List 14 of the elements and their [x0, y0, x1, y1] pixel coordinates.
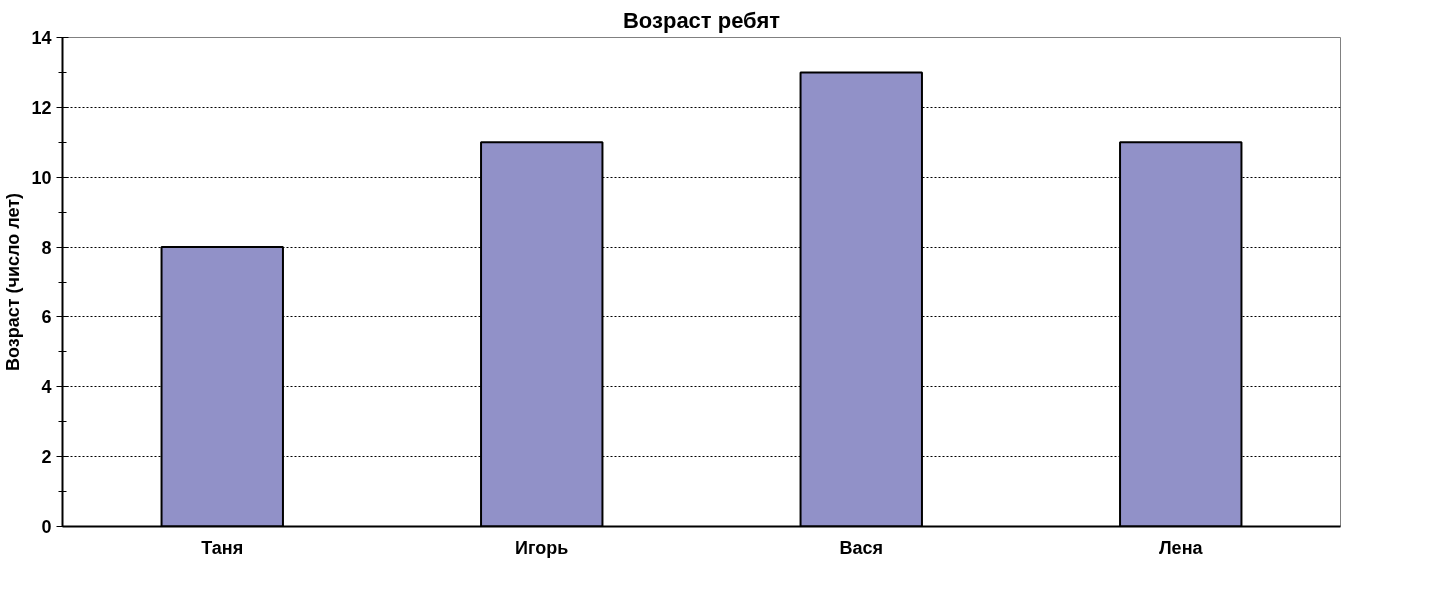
- x-tick-label: Таня: [201, 537, 244, 558]
- y-axis-title: Возраст (число лет): [3, 192, 24, 372]
- x-tick-label: Лена: [1158, 537, 1204, 558]
- y-tick-label: 2: [41, 447, 52, 468]
- chart-title: Возраст ребят: [622, 7, 781, 33]
- y-tick-label: 12: [31, 97, 52, 118]
- y-tick-label: 4: [41, 377, 52, 398]
- y-tick-label: 6: [41, 307, 52, 328]
- y-tick-label: 8: [41, 237, 52, 258]
- y-tick-label: 10: [31, 167, 52, 188]
- y-tick-label: 0: [41, 517, 52, 537]
- x-tick-label: Игорь: [515, 537, 569, 558]
- y-tick-label: 14: [31, 28, 52, 48]
- x-tick-label: Вася: [839, 537, 884, 558]
